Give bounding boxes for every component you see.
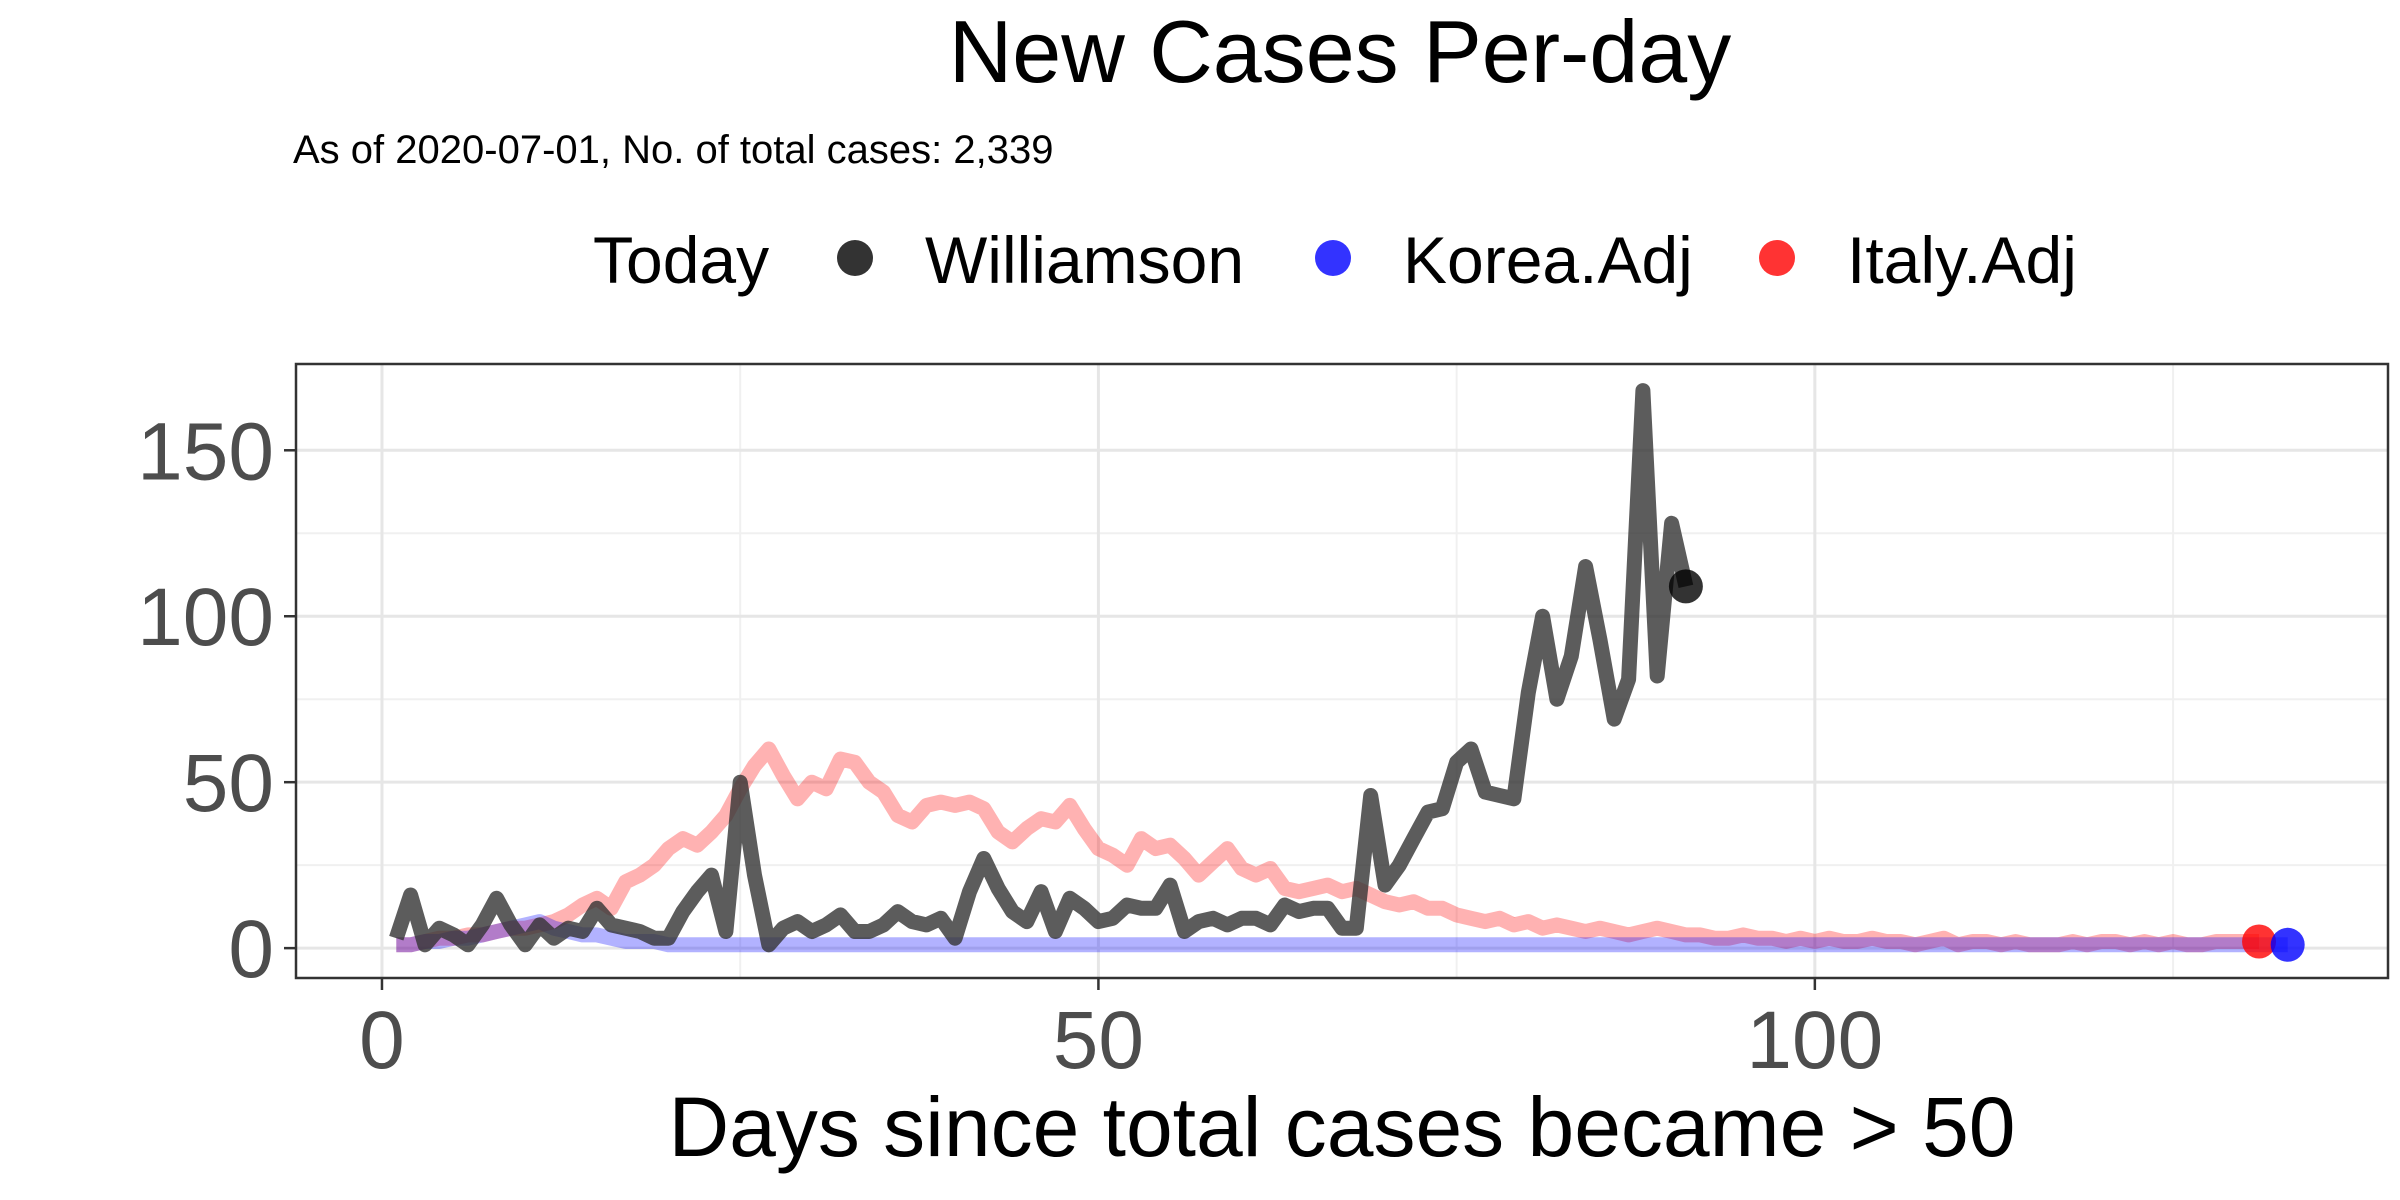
y-tick-label: 0 — [228, 904, 274, 995]
y-tick-label: 100 — [137, 572, 274, 663]
plot-background — [296, 364, 2388, 978]
today-point-korea-adj — [2270, 927, 2305, 962]
x-tick-label: 50 — [1053, 995, 1144, 1086]
legend-label-korea-adj: Korea.Adj — [1403, 223, 1693, 297]
y-tick-label: 50 — [183, 738, 274, 829]
series-line-williamson — [389, 383, 1694, 953]
chart-subtitle: As of 2020-07-01, No. of total cases: 2,… — [293, 128, 1053, 172]
plot-panel-border — [294, 362, 2390, 980]
legend-key-williamson — [837, 240, 873, 276]
legend-key-italy-adj — [1759, 240, 1795, 276]
x-axis-label: Days since total cases became > 50 — [668, 1080, 2015, 1174]
x-tick-label: 100 — [1746, 995, 1883, 1086]
x-tick-label: 0 — [359, 995, 405, 1086]
today-point-williamson — [1668, 569, 1703, 604]
legend: Today Williamson Korea.Adj Italy.Adj — [593, 223, 2077, 297]
chart-title: New Cases Per-day — [949, 2, 1732, 101]
legend-key-korea-adj — [1315, 240, 1351, 276]
series-line-korea-adj — [396, 914, 2288, 953]
legend-label-italy-adj: Italy.Adj — [1847, 223, 2077, 297]
y-tick-label: 150 — [137, 406, 274, 497]
series-line-italy-adj — [396, 741, 2259, 953]
today-point-italy-adj — [2242, 924, 2277, 959]
legend-title: Today — [593, 223, 769, 297]
legend-label-williamson: Williamson — [925, 223, 1244, 297]
